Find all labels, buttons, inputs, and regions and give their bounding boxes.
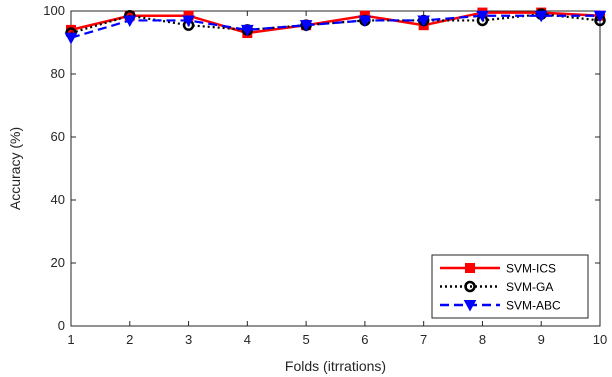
legend-marker	[463, 300, 477, 312]
x-tick-label: 5	[302, 332, 309, 347]
y-tick-label: 80	[51, 66, 65, 81]
data-point	[593, 10, 607, 23]
data-point	[123, 15, 137, 27]
x-tick-label: 1	[67, 332, 74, 347]
legend-marker	[464, 280, 476, 293]
legend: SVM-ICS SVM-GA SVM-ABC	[431, 254, 589, 319]
data-point	[240, 24, 254, 37]
x-tick-label: 6	[361, 332, 368, 347]
series-line	[70, 14, 600, 39]
series-layer	[64, 7, 607, 45]
data-point	[299, 20, 313, 32]
data-point	[534, 10, 548, 23]
y-axis-label: Accuracy (%)	[7, 127, 23, 210]
x-tick-label: 10	[593, 332, 607, 347]
series-svm-abc	[64, 10, 607, 45]
legend-label: SVM-GA	[506, 280, 553, 294]
legend-marker	[465, 263, 475, 273]
data-point	[182, 15, 195, 27]
data-point	[64, 32, 78, 45]
y-tick-label: 100	[43, 3, 65, 18]
x-tick-label: 2	[126, 332, 133, 347]
y-tick-label: 60	[51, 129, 65, 144]
x-tick-label: 7	[420, 332, 427, 347]
data-point	[476, 10, 489, 23]
y-tick-label: 40	[51, 192, 65, 207]
y-tick-label: 0	[58, 318, 65, 333]
legend-label: SVM-ICS	[506, 262, 556, 276]
legend-box	[431, 254, 589, 319]
x-axis-label: Folds (itrrations)	[285, 358, 386, 374]
legend-label: SVM-ABC	[506, 299, 561, 313]
x-tick-label: 3	[185, 332, 192, 347]
x-tick-label: 8	[479, 332, 486, 347]
series-line	[70, 11, 601, 35]
x-tick-label: 9	[538, 332, 545, 347]
y-tick-label: 20	[51, 255, 65, 270]
x-tick-label: 4	[244, 332, 251, 347]
data-point	[417, 15, 431, 27]
data-point	[358, 15, 372, 27]
